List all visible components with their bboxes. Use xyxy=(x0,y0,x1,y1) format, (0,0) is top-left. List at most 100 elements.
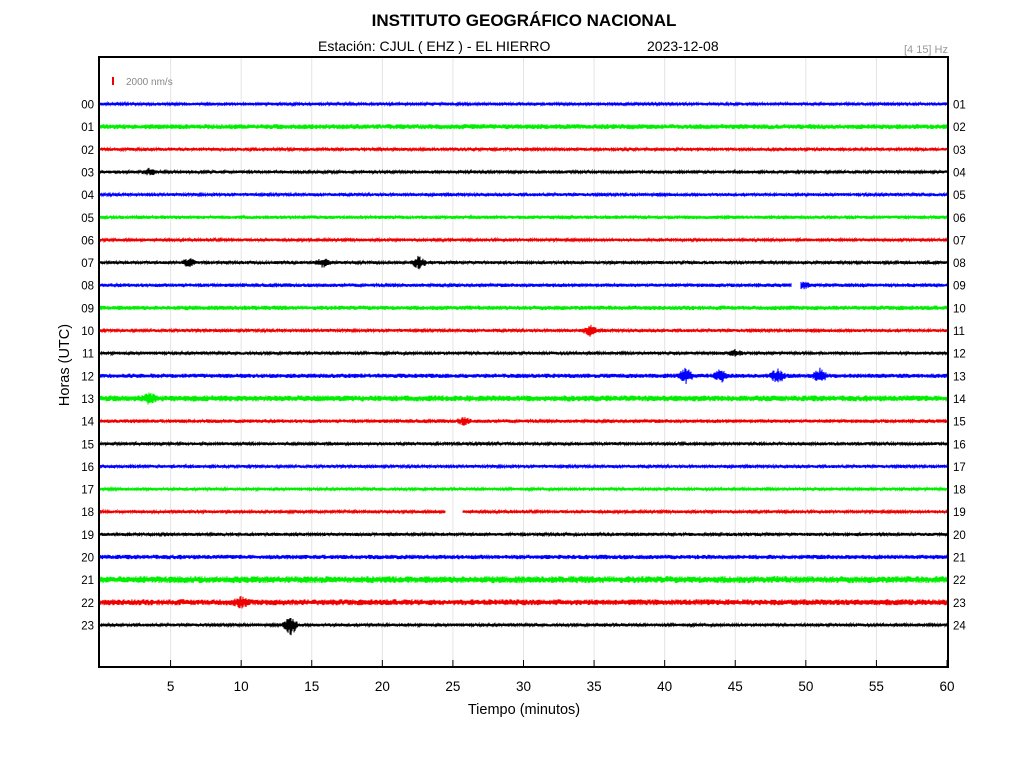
x-tick-label: 15 xyxy=(304,679,319,694)
hour-label-right: 02 xyxy=(953,122,966,134)
hour-label-left: 23 xyxy=(81,620,94,632)
station-label: Estación: CJUL ( EHZ ) - EL HIERRO xyxy=(318,38,550,54)
hour-label-left: 22 xyxy=(81,598,94,610)
trace-hour-02 xyxy=(99,146,948,153)
trace-hour-05 xyxy=(99,214,948,221)
trace-hour-11 xyxy=(99,348,948,357)
hour-label-left: 18 xyxy=(81,507,94,519)
x-tick-label: 50 xyxy=(798,679,813,694)
seismic-traces xyxy=(99,100,948,636)
x-tick-label: 60 xyxy=(939,679,954,694)
hour-label-left: 06 xyxy=(81,235,94,247)
hour-label-right: 16 xyxy=(953,439,966,451)
hour-label-left: 08 xyxy=(81,281,94,293)
hour-label-left: 15 xyxy=(81,439,94,451)
trace-hour-07 xyxy=(99,255,948,270)
hour-label-left: 19 xyxy=(81,530,94,542)
trace-hour-17 xyxy=(99,485,948,493)
filter-label: [4 15] Hz xyxy=(904,44,948,56)
hour-label-left: 02 xyxy=(81,145,94,157)
plot-frame xyxy=(98,56,949,668)
trace-hour-18 xyxy=(99,508,948,515)
trace-hour-12 xyxy=(99,367,948,384)
hour-label-right: 06 xyxy=(953,213,966,225)
hour-label-left: 13 xyxy=(81,394,94,406)
hour-label-left: 21 xyxy=(81,575,94,587)
hour-label-left: 01 xyxy=(81,122,94,134)
hour-label-left: 11 xyxy=(82,349,94,361)
x-axis-label: Tiempo (minutos) xyxy=(468,702,580,718)
hour-label-left: 09 xyxy=(81,303,94,315)
hour-label-right: 14 xyxy=(953,394,966,406)
hour-label-left: 03 xyxy=(81,167,94,179)
trace-hour-23 xyxy=(99,617,948,636)
hour-label-right: 01 xyxy=(953,100,966,112)
hour-label-right: 08 xyxy=(953,258,966,270)
x-tick-label: 35 xyxy=(587,679,602,694)
hour-label-right: 20 xyxy=(953,530,966,542)
hour-label-left: 16 xyxy=(81,462,94,474)
trace-hour-19 xyxy=(99,531,948,538)
trace-hour-00 xyxy=(99,100,948,108)
hour-label-right: 22 xyxy=(953,575,966,587)
hour-label-right: 23 xyxy=(953,598,966,610)
hour-labels-right: 01 02 03 04 05 06 07 08 09 10 11 12 13 14 15 16 17 18 19 20… xyxy=(953,100,966,633)
trace-hour-13 xyxy=(99,392,948,405)
hour-label-right: 12 xyxy=(953,349,966,361)
hour-label-left: 04 xyxy=(81,190,94,202)
hour-label-left: 10 xyxy=(81,326,94,338)
x-tick-label: 25 xyxy=(445,679,460,694)
x-axis: 5 10 15 20 25 30 35 40 45 50 55 60 xyxy=(167,660,955,694)
hour-labels-left: 00 01 02 03 04 05 06 07 08 09 10 11 12 13 14 15 16 17 18 19… xyxy=(81,100,94,633)
hour-label-right: 24 xyxy=(953,620,966,632)
trace-hour-08 xyxy=(99,281,948,290)
x-tick-label: 5 xyxy=(167,679,175,694)
x-tick-label: 55 xyxy=(869,679,884,694)
hour-label-right: 21 xyxy=(953,553,966,565)
grid-lines xyxy=(170,58,877,666)
trace-hour-22 xyxy=(99,595,948,609)
x-tick-label: 45 xyxy=(728,679,743,694)
hour-label-right: 15 xyxy=(953,417,966,429)
hour-label-left: 07 xyxy=(81,258,94,270)
trace-hour-14 xyxy=(99,417,948,426)
trace-hour-01 xyxy=(99,123,948,130)
hour-label-left: 05 xyxy=(81,213,94,225)
trace-hour-03 xyxy=(99,167,948,176)
trace-hour-06 xyxy=(99,236,948,244)
trace-hour-10 xyxy=(99,324,948,337)
trace-hour-21 xyxy=(99,576,948,584)
y-axis-label: Horas (UTC) xyxy=(57,324,73,406)
hour-label-right: 07 xyxy=(953,235,966,247)
trace-hour-15 xyxy=(99,440,948,447)
chart-title: INSTITUTO GEOGRÁFICO NACIONAL xyxy=(372,11,677,30)
scale-label: 2000 nm/s xyxy=(126,77,173,88)
hour-label-left: 00 xyxy=(81,100,94,112)
date-label: 2023-12-08 xyxy=(647,38,719,54)
x-tick-label: 20 xyxy=(375,679,390,694)
hour-label-right: 18 xyxy=(953,485,966,497)
hour-label-right: 04 xyxy=(953,167,966,179)
trace-hour-20 xyxy=(99,554,948,560)
x-tick-label: 30 xyxy=(516,679,531,694)
hour-label-right: 03 xyxy=(953,145,966,157)
x-tick-label: 10 xyxy=(234,679,249,694)
hour-label-left: 14 xyxy=(81,417,94,429)
hour-label-left: 20 xyxy=(81,553,94,565)
hour-label-right: 10 xyxy=(953,303,966,315)
hour-label-right: 17 xyxy=(953,462,966,474)
trace-hour-04 xyxy=(99,191,948,198)
hour-label-left: 12 xyxy=(81,371,94,383)
hour-label-right: 19 xyxy=(953,507,966,519)
hour-label-right: 11 xyxy=(953,326,965,338)
trace-hour-09 xyxy=(99,304,948,311)
x-tick-label: 40 xyxy=(657,679,672,694)
hour-label-right: 13 xyxy=(953,371,966,383)
scale-bar xyxy=(112,77,114,85)
hour-label-right: 05 xyxy=(953,190,966,202)
trace-hour-16 xyxy=(99,463,948,470)
hour-label-left: 17 xyxy=(81,485,94,497)
scale-marker: 2000 nm/s xyxy=(112,77,173,88)
hour-label-right: 09 xyxy=(953,281,966,293)
